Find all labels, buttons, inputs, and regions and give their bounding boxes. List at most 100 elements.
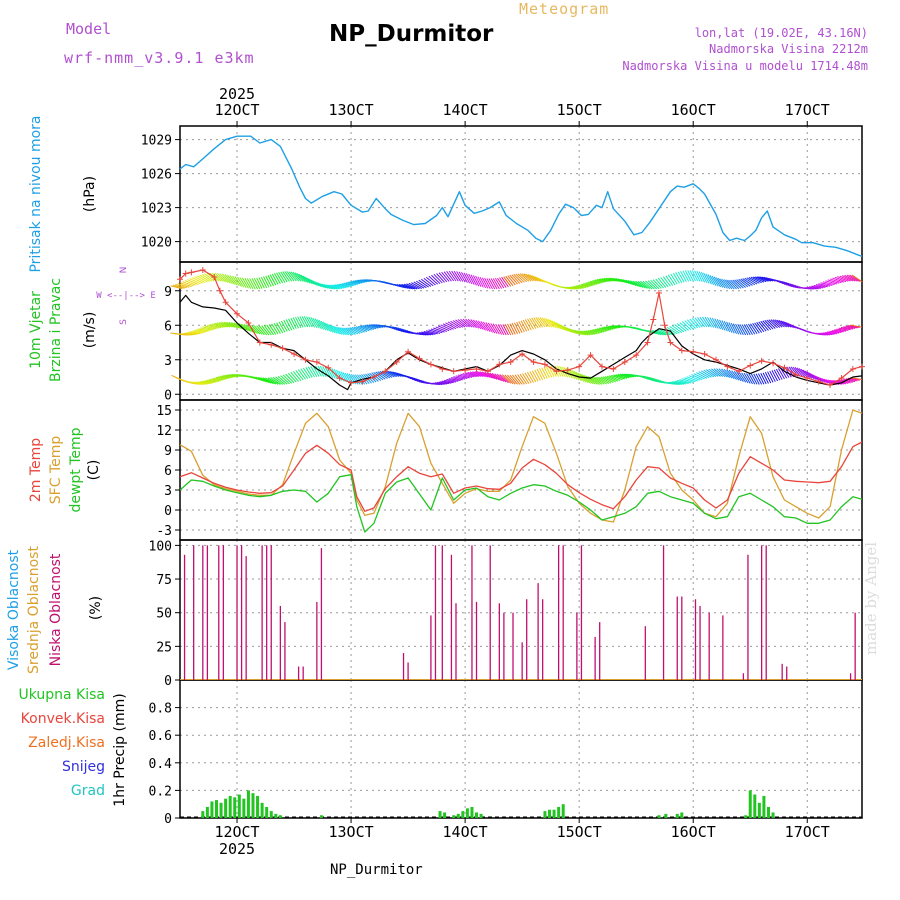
wind-arrow [209,379,222,382]
wind-arrow [460,318,471,328]
wind-gust-marker [427,361,434,368]
wind-arrow [590,329,603,334]
wind-arrow [190,330,203,334]
precip-legend-1: Konvek.Kisa [21,711,105,727]
wind-arrow [838,327,851,331]
wind-arrow [406,283,418,290]
wind-arrow [377,371,388,379]
wind-arrow [314,318,322,330]
wind-arrow [299,316,306,328]
wind-arrow [579,330,591,336]
wind-arrow [507,323,514,335]
y-tick-label: 0.2 [149,784,172,799]
wind-arrow [251,278,258,290]
wind-arrow [280,375,290,385]
wind-gust-marker [587,352,594,359]
wind-arrow [501,276,509,288]
wind-arrow [847,325,860,328]
wind-gust-marker [838,375,845,382]
wind-gust-marker [849,365,856,372]
wind-arrow [204,273,215,282]
wind-arrow [521,273,532,282]
wind-arrow [718,368,728,378]
wind-arrow [256,325,265,336]
wind-arrow [267,275,274,287]
precip-bar [561,804,565,818]
wind-arrow [849,274,860,282]
wind-arrow [191,277,204,284]
wind-arrow [723,368,733,379]
wind-arrow [832,277,844,283]
precip-bar [456,813,460,818]
wind-arrow [514,374,523,385]
wind-arrow [507,275,516,286]
wind-arrow [371,324,384,328]
wind-arrow [332,325,343,335]
wind-arrow [721,368,731,378]
wind-arrow [728,322,735,334]
wind-arrow [576,285,589,288]
wind-arrow [297,369,306,380]
wind-arrow [256,277,263,289]
precip-bar [548,809,552,818]
wind-arrow [249,278,256,290]
wind-arrow [455,319,466,328]
wind-gust-marker [713,356,720,363]
wind-gust-marker [661,322,668,329]
wind-arrow [706,369,717,377]
y-tick-label: 0 [164,388,172,403]
precip-bar [771,812,775,818]
wind-arrow [536,368,544,380]
precip-bar [475,812,479,818]
wind-arrow [684,320,694,330]
wind-arrow [183,332,197,335]
wind-arrow [237,276,245,288]
wind-arrow [283,320,290,332]
wind-arrow [216,322,229,328]
wind-arrow [292,371,302,381]
2m-temp-line [179,441,863,512]
wind-arrow [200,327,213,331]
wind-arrow [517,374,525,385]
wind-arrow [769,370,776,382]
wind-arrow [490,278,498,290]
wind-arrow [184,280,197,286]
wind-gust-marker [439,365,446,372]
wind-arrow [760,372,767,385]
wind-arrow [709,274,717,286]
wind-arrow [282,374,293,384]
wind-arrow [726,279,735,290]
wind-arrow [474,371,486,378]
wind-arrow [332,284,345,289]
wind-arrow-rows [170,270,863,385]
y-tick-label: 15 [156,404,172,419]
wind-arrow [850,324,863,328]
wind-arrow [600,376,612,384]
y-tick-label: 100 [149,539,172,554]
lonlat-label: lon,lat (19.02E, 43.16N) [694,26,868,40]
wind-arrow [297,316,304,328]
wind-arrow [516,321,523,333]
wind-arrow [670,273,678,285]
wind-arrow [692,317,701,328]
year-label-bottom: 2025 [219,840,255,858]
wind-gust-marker [473,365,480,372]
pressure-ylabel: (hPa) [82,176,98,212]
wind-arrow [456,271,464,282]
wind-arrow [672,381,685,385]
wind-arrow [225,374,238,378]
wind-arrow [645,280,655,290]
wind-arrow [736,371,744,382]
wind-arrow [227,274,236,285]
y-tick-label: -3 [156,524,172,539]
precip-bar [319,815,323,818]
wind-arrow [467,371,479,377]
wind-arrow [501,374,512,384]
wind-gust-marker [313,359,320,366]
x-tick-label-top: 12OCT [214,101,259,119]
wind-arrow [579,373,589,384]
wind-arrow [188,331,201,335]
wind-arrow [199,381,213,384]
wind-arrow [303,316,311,328]
wind-arrow [437,381,450,385]
